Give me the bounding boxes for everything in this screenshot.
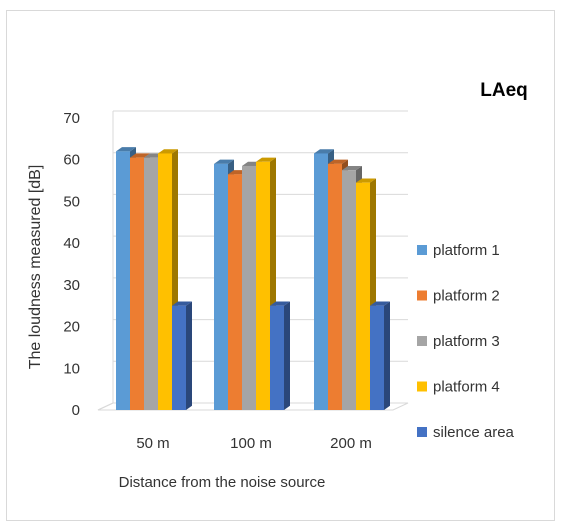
- bar-top: [256, 157, 276, 162]
- y-tick-label: 20: [63, 319, 80, 336]
- bar-side: [284, 301, 290, 410]
- bar-front: [314, 153, 328, 410]
- y-tick-labels: 0 10 20 30 40 50 60 70: [63, 110, 80, 419]
- legend-item: platform 1: [417, 242, 500, 259]
- x-tick-labels: 50 m 100 m 200 m: [136, 435, 372, 452]
- y-tick-label: 0: [72, 402, 80, 419]
- bar-top: [172, 301, 192, 306]
- bar-top: [342, 165, 362, 171]
- legend-label: silence area: [433, 424, 515, 441]
- legend-item: platform 2: [417, 288, 500, 305]
- legend-label: platform 2: [433, 288, 500, 305]
- bar-front: [214, 163, 228, 410]
- bar-front: [116, 151, 130, 410]
- bar-top: [158, 149, 178, 154]
- bar-front: [328, 163, 342, 410]
- y-tick-label: 60: [63, 152, 80, 169]
- bar-front: [158, 153, 172, 410]
- bar-front: [342, 170, 356, 410]
- bar-front: [356, 182, 370, 410]
- bar: [270, 301, 290, 410]
- bar-top: [370, 301, 390, 306]
- legend-item: platform 4: [417, 379, 500, 396]
- legend: platform 1 platform 2 platform 3 platform 4…: [417, 242, 515, 441]
- x-axis-label: Distance from the noise source: [119, 474, 326, 491]
- y-tick-label: 30: [63, 277, 80, 294]
- bar-top: [116, 147, 136, 152]
- bar-top: [356, 178, 376, 183]
- bar-top: [270, 301, 290, 306]
- bar: [370, 301, 390, 410]
- bar-top: [328, 159, 348, 164]
- y-axis-label: The loudness measured [dB]: [27, 165, 44, 370]
- bar-top: [214, 159, 234, 164]
- legend-swatch: [417, 245, 427, 255]
- x-tick-label: 50 m: [136, 435, 169, 452]
- bar-front: [270, 305, 284, 410]
- bars: [116, 147, 390, 410]
- legend-item: platform 3: [417, 333, 500, 350]
- legend-label: platform 1: [433, 242, 500, 259]
- bar: [172, 301, 192, 410]
- x-tick-label: 200 m: [330, 435, 372, 452]
- side-wall-edge: [97, 402, 114, 411]
- legend-swatch: [417, 290, 427, 301]
- bar-front: [172, 305, 186, 410]
- bar-front: [256, 161, 270, 410]
- y-tick-label: 10: [63, 360, 80, 377]
- bar-front: [242, 165, 256, 410]
- chart-frame: [6, 10, 555, 521]
- chart-title: LAeq: [480, 80, 528, 101]
- y-tick-label: 70: [63, 110, 80, 127]
- bar-front: [370, 305, 384, 410]
- legend-swatch: [417, 427, 427, 437]
- legend-item: silence area: [417, 424, 515, 441]
- bar-front: [228, 174, 242, 410]
- bar-side: [186, 301, 192, 410]
- bar-top: [314, 149, 334, 154]
- bar-top: [130, 153, 150, 158]
- legend-label: platform 3: [433, 333, 500, 350]
- legend-label: platform 4: [433, 379, 500, 396]
- legend-swatch: [417, 336, 427, 346]
- bar-front: [144, 157, 158, 410]
- y-tick-label: 40: [63, 235, 80, 252]
- y-tick-label: 50: [63, 193, 80, 210]
- legend-swatch: [417, 381, 427, 392]
- bar-side: [384, 301, 390, 410]
- x-tick-label: 100 m: [230, 435, 272, 452]
- bar-front: [130, 157, 144, 410]
